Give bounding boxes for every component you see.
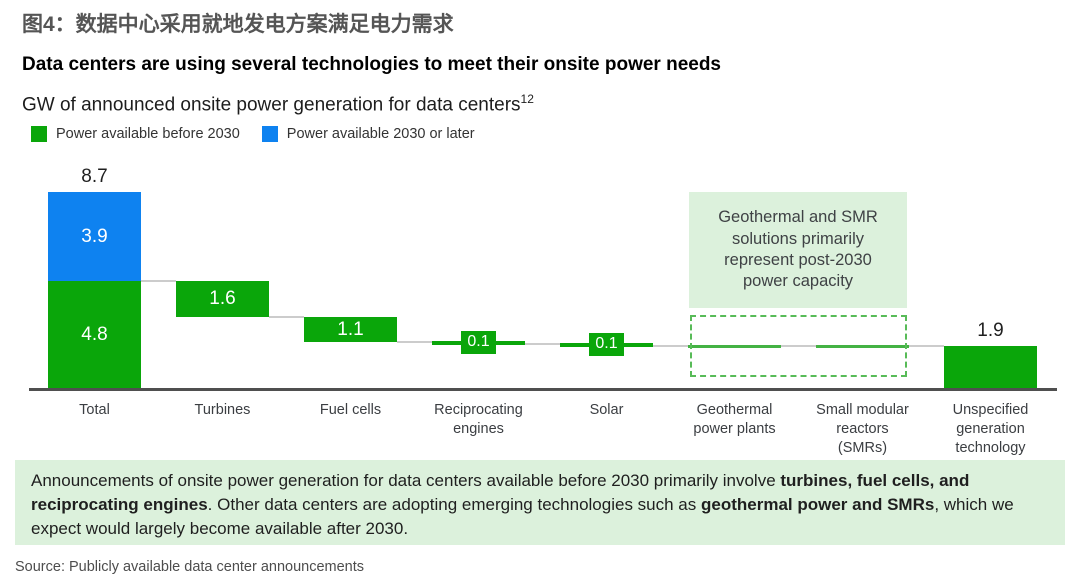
legend-swatch-blue-icon [261, 126, 278, 142]
connector-line [141, 279, 176, 282]
category-label: Solar [589, 402, 624, 418]
category-label: Fuel cells [319, 402, 382, 418]
bar-segment [944, 346, 1037, 389]
bar-value-chip: 0.1 [589, 332, 624, 356]
category-label: Reciprocating engines [434, 402, 523, 437]
category-label: Unspecified generation technology [952, 402, 1029, 456]
bar-segment: 3.9 [48, 192, 141, 281]
bar-value-label: 1.6 [209, 288, 236, 310]
footnote-box: Announcements of onsite power generation… [15, 460, 1065, 545]
footnote-text: . Other data centers are adopting emergi… [207, 495, 701, 515]
footnote-reference: 12 [520, 92, 534, 106]
legend-label: Power available before 2030 [56, 126, 240, 142]
annotation-box: Geothermal and SMR solutions primarily r… [689, 192, 907, 308]
bar-value-above: 1.9 [977, 320, 1004, 342]
connector-line [909, 345, 944, 348]
dashed-post-2030-region [690, 315, 907, 378]
bar-segment: 1.1 [304, 316, 397, 342]
footnote-bold-text: geothermal power and SMRs [700, 495, 935, 515]
chart-legend: Power available before 2030 Power availa… [31, 126, 475, 142]
legend-item-before-2030: Power available before 2030 [31, 126, 240, 142]
bar-segment: 1.6 [176, 280, 269, 317]
footnote-bold-text: turbines, fuel cells, and reciprocating … [31, 471, 970, 515]
connector-line [269, 315, 304, 318]
connector-line [525, 342, 560, 345]
category-label: Total [79, 402, 110, 418]
category-label: Small modular reactors (SMRs) [816, 402, 909, 456]
chart-subtitle: GW of announced onsite power generation … [22, 92, 534, 116]
ghost-bar-line [688, 345, 781, 349]
connector-line [397, 340, 432, 343]
footnote-text: , which we expect would largely become a… [31, 495, 1014, 539]
figure-number-title: 图4：数据中心采用就地发电方案满足电力需求 [22, 13, 454, 36]
legend-item-2030-or-later: Power available 2030 or later [261, 126, 475, 142]
bar-value-label: 4.8 [81, 324, 108, 346]
chart-subtitle-text: GW of announced onsite power generation … [22, 94, 521, 116]
x-axis-line [29, 388, 1057, 391]
source-text: Source: Publicly available data center a… [15, 559, 365, 575]
bar-value-label: 1.1 [337, 318, 364, 340]
bar-value-above: 8.7 [81, 166, 108, 188]
category-label: Turbines [194, 402, 251, 418]
legend-swatch-green-icon [31, 126, 47, 142]
connector-line [781, 345, 816, 348]
ghost-bar-line [816, 345, 909, 349]
legend-label: Power available 2030 or later [286, 126, 475, 142]
bar-segment: 4.8 [48, 280, 141, 389]
footnote-text: Announcements of onsite power generation… [31, 471, 781, 490]
bar-value-chip: 0.1 [461, 330, 496, 354]
connector-line [653, 345, 688, 348]
bar-value-label: 3.9 [81, 225, 108, 247]
category-label: Geothermal power plants [693, 402, 776, 437]
chart-title: Data centers are using several technolog… [22, 54, 722, 75]
